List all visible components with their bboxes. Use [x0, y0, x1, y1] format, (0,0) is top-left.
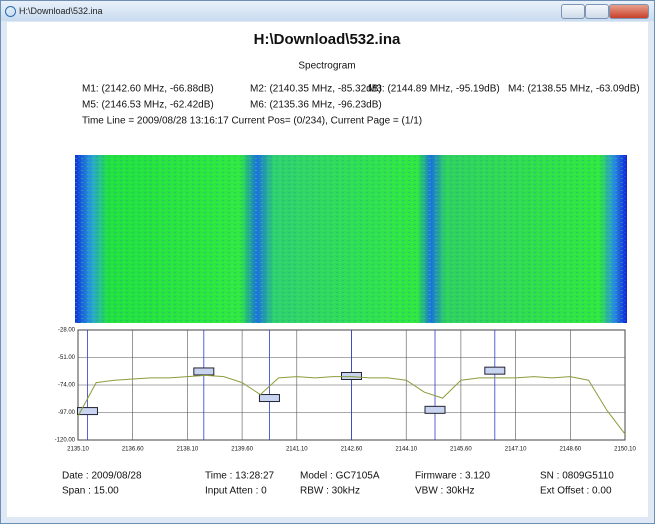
maximize-button[interactable] — [585, 4, 609, 19]
y-tick-label: -97.00 — [58, 410, 76, 416]
info-field: Ext Offset : 0.00 — [540, 486, 612, 497]
x-tick-label: 2135.10 — [67, 447, 89, 453]
info-field: Time : 13:28:27 — [205, 471, 275, 482]
info-field: RBW : 30kHz — [300, 486, 360, 497]
info-field: SN : 0809G5110 — [540, 471, 614, 482]
y-tick-label: -51.00 — [58, 355, 76, 361]
x-tick-label: 2141.10 — [286, 447, 308, 453]
marker-readout: M6: (2135.36 MHz, -96.23dB) — [250, 100, 382, 111]
report-title: H:\Download\532.ina — [254, 31, 401, 48]
x-tick-label: 2147.10 — [505, 447, 527, 453]
window-title: H:\Download\532.ina — [19, 6, 103, 16]
info-field: Span : 15.00 — [62, 486, 119, 497]
marker-readout: M2: (2140.35 MHz, -85.32dB) — [250, 84, 382, 95]
trace — [77, 374, 626, 435]
info-field: Model : GC7105A — [300, 471, 380, 482]
info-field: Date : 2009/08/28 — [62, 471, 142, 482]
marker-box — [193, 367, 215, 376]
spectrogram-noise — [75, 155, 627, 323]
x-tick-label: 2144.10 — [395, 447, 417, 453]
y-tick-label: -74.00 — [58, 383, 76, 389]
spectrum-chart: -28.00 -51.00 -74.00 -97.00 -120.00 2135.10 21… — [55, 328, 637, 453]
x-tick-label: 2142.60 — [341, 447, 363, 453]
title-bar: H:\Download\532.ina — [1, 1, 654, 21]
x-tick-label: 2150.10 — [614, 447, 636, 453]
info-field: Input Atten : 0 — [205, 486, 267, 497]
marker-readout: M1: (2142.60 MHz, -66.88dB) — [82, 84, 214, 95]
marker-readout: M3: (2144.89 MHz, -95.19dB) — [368, 84, 500, 95]
x-tick-label: 2138.10 — [177, 447, 199, 453]
x-tick-label: 2139.60 — [231, 447, 253, 453]
close-button[interactable] — [609, 4, 649, 19]
marker-readout: M4: (2138.55 MHz, -63.09dB) — [508, 84, 640, 95]
x-tick-label: 2148.60 — [559, 447, 581, 453]
minimize-button[interactable] — [561, 4, 585, 19]
marker-box — [341, 371, 362, 380]
y-tick-label: -28.00 — [58, 328, 76, 334]
time-line: Time Line = 2009/08/28 13:16:17 Current … — [82, 116, 422, 127]
marker-box — [76, 407, 98, 416]
x-tick-label: 2136.60 — [122, 447, 144, 453]
marker-box — [484, 366, 506, 375]
report-subtitle: Spectrogram — [298, 61, 355, 72]
info-field: Firmware : 3.120 — [415, 471, 490, 482]
marker-box — [424, 405, 446, 414]
marker-box — [258, 394, 280, 403]
info-field: VBW : 30kHz — [415, 486, 474, 497]
marker-readout: M5: (2146.53 MHz, -62.42dB) — [82, 100, 214, 111]
x-tick-label: 2145.60 — [450, 447, 472, 453]
footer: Date : 2009/08/28 Time : 13:28:27 Model : … — [62, 471, 614, 497]
y-tick-label: -120.00 — [55, 438, 76, 444]
